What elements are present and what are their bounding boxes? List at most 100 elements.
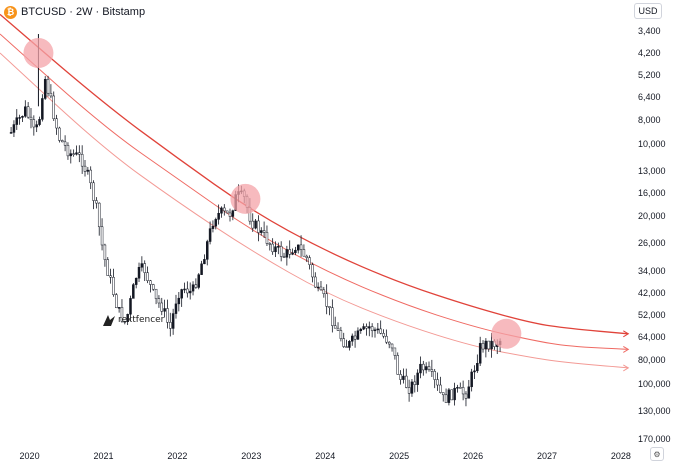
candle-body — [260, 230, 263, 233]
curve-arrow — [623, 345, 630, 353]
candle-body — [92, 182, 95, 201]
candle-body — [456, 387, 459, 389]
currency-selector[interactable]: USD — [634, 3, 662, 19]
candle-body — [97, 202, 101, 228]
candle-body — [228, 212, 232, 217]
candle-body — [422, 363, 425, 371]
candle-body — [299, 244, 303, 250]
candle-body — [331, 307, 334, 326]
candle-body — [305, 255, 309, 258]
curve-line — [0, 33, 629, 350]
x-tick-label: 2027 — [536, 451, 557, 461]
candle-body — [194, 284, 198, 288]
candle-body — [490, 340, 493, 350]
candle-body — [9, 132, 13, 134]
candle-body — [382, 333, 385, 337]
candle-body — [459, 387, 462, 389]
watermark: rektfencer — [102, 313, 164, 327]
candle-body — [166, 308, 169, 323]
candle-body — [439, 384, 442, 393]
candle-body — [72, 153, 75, 155]
candle-body — [487, 340, 490, 350]
x-tick-label: 2021 — [93, 451, 114, 461]
candle-body — [356, 330, 360, 340]
y-tick-label: 20,000 — [638, 210, 666, 221]
candle-body — [396, 355, 399, 375]
candle-body — [362, 326, 365, 330]
candle-body — [151, 284, 155, 290]
watermark-text: rektfencer — [118, 315, 165, 325]
candle-body — [268, 243, 272, 245]
y-tick-label: 4,200 — [638, 48, 661, 59]
candle-body — [345, 346, 348, 348]
candle-body — [123, 321, 127, 323]
y-tick-label: 34,000 — [638, 266, 666, 277]
x-tick-label: 2023 — [241, 451, 262, 461]
candle-body — [322, 289, 326, 294]
candle-body — [171, 313, 175, 329]
chart-title: BTCUSD · 2W · Bitstamp — [21, 6, 146, 18]
curve-line — [0, 52, 629, 369]
candle-body — [38, 119, 41, 125]
candle-body — [447, 389, 451, 403]
candle-body — [49, 92, 53, 97]
candle-body — [109, 275, 112, 278]
candle-body — [441, 392, 445, 396]
curve-line — [0, 13, 629, 335]
y-tick-label: 13,000 — [638, 165, 666, 176]
candle-body — [69, 153, 73, 157]
candle-body — [333, 325, 337, 329]
candle-body — [476, 362, 479, 372]
candle-body — [115, 294, 118, 308]
candle-body — [52, 95, 55, 120]
curve-arrow — [623, 364, 630, 372]
candle-body — [231, 210, 235, 217]
candle-body — [319, 286, 323, 291]
candle-body — [271, 243, 274, 253]
candle-body — [302, 249, 306, 257]
candle-body — [61, 140, 64, 143]
candle-body — [177, 297, 181, 305]
candle-body — [433, 371, 436, 380]
candle-body — [197, 274, 200, 288]
candle-body — [254, 220, 257, 229]
candle-body — [376, 328, 380, 331]
candle-body — [481, 343, 485, 350]
y-tick-label: 52,000 — [638, 310, 666, 321]
candle-body — [277, 246, 280, 248]
candle-body — [214, 219, 218, 227]
x-tick-label: 2028 — [610, 451, 631, 461]
candle-body — [288, 249, 291, 255]
candle-body — [336, 327, 340, 331]
candle-body — [29, 116, 33, 120]
bitcoin-icon: ₿ — [4, 5, 17, 19]
candle-body — [461, 387, 465, 395]
candle-body — [180, 289, 183, 299]
candle-body — [75, 152, 78, 155]
candle-body — [140, 263, 144, 268]
candle-body — [339, 330, 343, 339]
candle-body — [342, 338, 345, 347]
candle-body — [183, 288, 186, 291]
gear-icon[interactable]: ⚙ — [650, 447, 664, 461]
y-tick-label: 42,000 — [638, 288, 666, 299]
candle-body — [294, 249, 297, 254]
candle-body — [325, 293, 328, 307]
candle-body — [316, 286, 320, 289]
candle-body — [405, 375, 408, 388]
candle-body — [208, 228, 212, 242]
candle-body — [143, 263, 146, 273]
curves-group — [0, 13, 630, 372]
candle-body — [444, 394, 448, 403]
y-tick-label: 5,200 — [638, 70, 661, 81]
x-tick-label: 2024 — [315, 451, 336, 461]
y-tick-label: 16,000 — [638, 187, 666, 198]
chart-header: ₿ BTCUSD · 2W · Bitstamp — [4, 4, 145, 20]
candle-body — [126, 313, 129, 322]
candle-body — [117, 307, 121, 309]
candle-body — [186, 288, 189, 294]
y-tick-label: 26,000 — [638, 238, 666, 249]
candle-body — [393, 347, 397, 356]
candle-body — [106, 259, 109, 276]
